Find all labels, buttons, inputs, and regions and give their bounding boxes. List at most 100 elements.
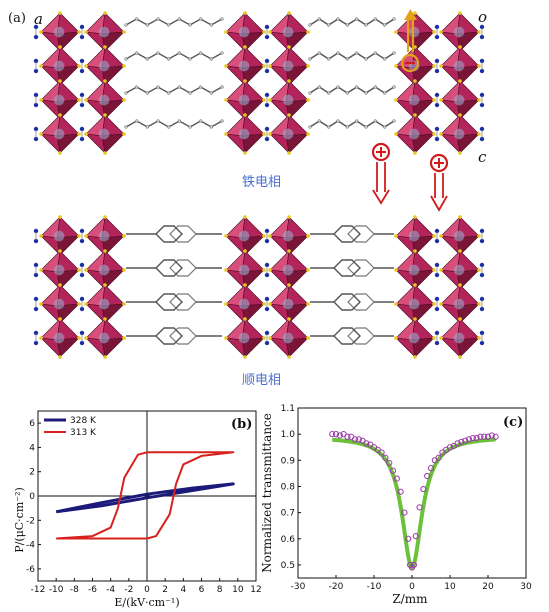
n-atom xyxy=(33,330,39,336)
ligand-chain xyxy=(309,86,395,94)
n-atom xyxy=(479,136,485,142)
panel-c-data-point xyxy=(477,433,484,440)
n-atom xyxy=(434,136,440,142)
panel-c-axes: -30 -20 -10 0 10 20 30 0.5 0.6 0.7 0.8 0.9 1.0 1.1 xyxy=(281,404,532,592)
ligand-ring xyxy=(310,259,394,277)
panel-c-data-point xyxy=(405,535,412,542)
n-atom xyxy=(434,24,440,30)
panel-c-data-point xyxy=(332,431,340,438)
n-atom xyxy=(479,92,485,98)
n-atom xyxy=(264,92,270,98)
panel-c-data-point xyxy=(355,436,362,443)
n-atom xyxy=(79,58,85,64)
octahedron xyxy=(268,283,310,325)
n-atom xyxy=(434,68,440,74)
octahedron xyxy=(39,249,81,291)
octahedron xyxy=(394,249,436,291)
octahedron xyxy=(268,317,310,359)
ligand-ring xyxy=(310,225,394,243)
plus-charge-left-icon xyxy=(371,142,391,162)
panel-c-ytick-label: 0.9 xyxy=(281,456,296,466)
panel-b-ytick-label: -2 xyxy=(26,516,35,526)
n-atom xyxy=(434,306,440,312)
n-atom xyxy=(79,306,85,312)
panel-c-data-point xyxy=(462,437,469,444)
down-arrow-left-icon xyxy=(372,162,390,205)
octahedron xyxy=(439,249,481,291)
panel-b-xtick-label: -12 xyxy=(31,585,46,595)
n-atom xyxy=(479,272,485,278)
panel-c-data-point xyxy=(382,454,389,461)
panel-b-ytick-label: 0 xyxy=(29,492,35,502)
n-atom xyxy=(479,228,485,234)
n-atom xyxy=(434,330,440,336)
panel-b-label: (b) xyxy=(231,417,252,432)
panel-c-xtick-label: 10 xyxy=(444,582,456,592)
ligand-ring xyxy=(126,259,222,277)
panel-c-ytick-label: 0.6 xyxy=(281,535,296,545)
panel-c-xtick-label: 20 xyxy=(482,582,494,592)
axis-a-label: a xyxy=(34,10,43,28)
octahedron xyxy=(268,79,310,121)
octahedron xyxy=(84,45,126,87)
n-atom xyxy=(264,126,270,132)
panel-c-data-point xyxy=(446,444,454,451)
n-atom xyxy=(79,126,85,132)
panel-b-ytick-label: 2 xyxy=(29,468,35,478)
panel-c-data-point xyxy=(492,433,499,440)
panel-b-ytick-label: 4 xyxy=(29,443,35,453)
octahedron xyxy=(224,11,266,53)
ligand-chain xyxy=(125,52,223,60)
n-atom xyxy=(33,68,39,74)
panel-b-axes: -12 -10 -8 -6 -4 -2 0 2 4 6 8 10 12 -6 -4 -2 0 2 4 6 xyxy=(26,411,262,595)
ligand-chain xyxy=(309,18,395,26)
ligand-ring xyxy=(310,293,394,311)
n-atom xyxy=(33,272,39,278)
n-atom xyxy=(79,24,85,30)
ligand-chain xyxy=(309,120,395,128)
n-atom xyxy=(264,330,270,336)
octahedron xyxy=(39,79,81,121)
panel-c-frame xyxy=(297,407,527,579)
panel-c-data-point xyxy=(484,433,492,440)
panel-c-data-point xyxy=(344,433,351,440)
ligand-ring xyxy=(126,225,222,243)
panel-c-data-point xyxy=(458,438,465,446)
n-atom xyxy=(79,102,85,108)
n-atom xyxy=(434,126,440,132)
n-atom xyxy=(79,330,85,336)
panel-b-xtick-label: 4 xyxy=(180,585,186,595)
octahedron xyxy=(39,215,81,257)
panel-b-hysteresis-chart: -12 -10 -8 -6 -4 -2 0 2 4 6 8 10 12 -6 -4 -2 0 2 4 6 (b) 32… xyxy=(13,410,262,609)
ferroelectric-phase-structure xyxy=(33,11,485,155)
axis-o-label: o xyxy=(478,8,487,26)
n-atom xyxy=(434,340,440,346)
n-atom xyxy=(79,262,85,268)
ligand-chain xyxy=(125,86,223,94)
octahedron xyxy=(268,45,310,87)
n-atom xyxy=(434,102,440,108)
panel-c-data-point xyxy=(435,454,442,461)
n-atom xyxy=(33,92,39,98)
octahedron xyxy=(394,11,436,53)
panel-c-ytick-label: 1.0 xyxy=(281,430,296,440)
octahedron xyxy=(224,249,266,291)
ligand-chain xyxy=(125,18,223,26)
panel-b-xtick-label: -4 xyxy=(106,585,115,595)
panel-b-series-313k xyxy=(56,451,235,540)
panel-b-xtick-label: -10 xyxy=(49,585,64,595)
panel-c-xtick-label: 30 xyxy=(520,582,532,592)
panel-c-label: (c) xyxy=(503,415,523,430)
panel-b-xtick-label: 2 xyxy=(162,585,168,595)
octahedron xyxy=(394,317,436,359)
panel-c-ytick-label: 0.7 xyxy=(281,509,295,519)
n-atom xyxy=(33,58,39,64)
n-atom xyxy=(479,126,485,132)
n-atom xyxy=(33,238,39,244)
n-atom xyxy=(79,34,85,40)
panel-b-xtick-label: 10 xyxy=(232,585,244,595)
n-atom xyxy=(434,58,440,64)
panel-c-data-point xyxy=(351,436,359,443)
n-atom xyxy=(264,58,270,64)
n-atom xyxy=(479,296,485,302)
